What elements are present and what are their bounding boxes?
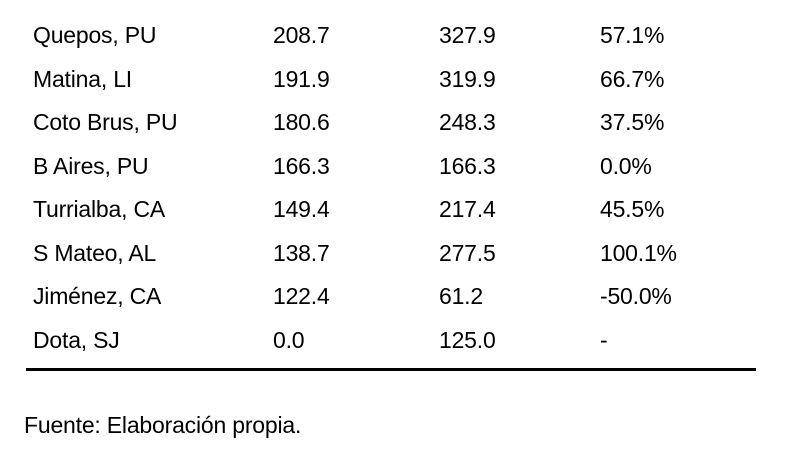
table-row: S Mateo, AL 138.7 277.5 100.1% (0, 232, 786, 276)
percent-change-cell: 0.0% (600, 152, 652, 179)
value-after-cell: 319.9 (439, 65, 496, 92)
value-before-cell: 122.4 (273, 283, 330, 310)
value-after-cell: 327.9 (439, 22, 496, 49)
location-cell: Dota, SJ (33, 326, 120, 353)
table-row: Turrialba, CA 149.4 217.4 45.5% (0, 188, 786, 232)
percent-change-cell: 66.7% (600, 65, 665, 92)
table-row: Dota, SJ 0.0 125.0 - (0, 319, 786, 363)
table-row: Quepos, PU 208.7 327.9 57.1% (0, 14, 786, 58)
percent-change-cell: - (600, 326, 608, 353)
value-after-cell: 217.4 (439, 196, 496, 223)
value-after-cell: 248.3 (439, 109, 496, 136)
value-before-cell: 138.7 (273, 239, 330, 266)
value-after-cell: 277.5 (439, 239, 496, 266)
value-before-cell: 180.6 (273, 109, 330, 136)
value-after-cell: 61.2 (439, 283, 483, 310)
location-cell: Jiménez, CA (33, 283, 162, 310)
percent-change-cell: 45.5% (600, 196, 665, 223)
table-row: Jiménez, CA 122.4 61.2 -50.0% (0, 275, 786, 319)
location-cell: B Aires, PU (33, 152, 149, 179)
location-cell: S Mateo, AL (33, 239, 157, 266)
percent-change-cell: 37.5% (600, 109, 665, 136)
table-row: B Aires, PU 166.3 166.3 0.0% (0, 145, 786, 189)
value-before-cell: 166.3 (273, 152, 330, 179)
value-before-cell: 191.9 (273, 65, 330, 92)
table-bottom-rule (26, 368, 756, 371)
value-after-cell: 166.3 (439, 152, 496, 179)
value-before-cell: 0.0 (273, 326, 305, 353)
percent-change-cell: 100.1% (600, 239, 677, 266)
data-table: Quepos, PU 208.7 327.9 57.1% Matina, LI 191.9… (0, 14, 786, 362)
location-cell: Matina, LI (33, 65, 132, 92)
value-before-cell: 208.7 (273, 22, 330, 49)
source-note: Fuente: Elaboración propia. (24, 412, 302, 438)
value-after-cell: 125.0 (439, 326, 496, 353)
location-cell: Coto Brus, PU (33, 109, 178, 136)
location-cell: Turrialba, CA (33, 196, 166, 223)
percent-change-cell: 57.1% (600, 22, 665, 49)
location-cell: Quepos, PU (33, 22, 157, 49)
value-before-cell: 149.4 (273, 196, 330, 223)
percent-change-cell: -50.0% (600, 283, 672, 310)
table-row: Matina, LI 191.9 319.9 66.7% (0, 58, 786, 102)
table-row: Coto Brus, PU 180.6 248.3 37.5% (0, 101, 786, 145)
